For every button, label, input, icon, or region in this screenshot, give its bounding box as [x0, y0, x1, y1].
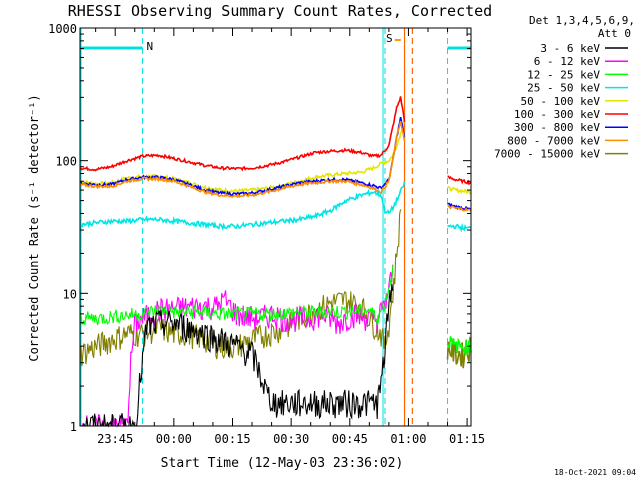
x-tick-label: 00:30	[273, 432, 309, 446]
x-tick-label: 00:15	[214, 432, 250, 446]
x-axis-ticks: 23:45 00:00 00:15 00:30 00:45 01:00 01:15	[95, 28, 485, 446]
series-post-gap-line	[447, 222, 471, 233]
chart-title: RHESSI Observing Summary Count Rates, Co…	[68, 2, 492, 20]
legend-label: 6 - 12 keV	[534, 55, 601, 68]
series-post-gap-line	[447, 204, 472, 213]
x-tick-label: 00:45	[332, 432, 368, 446]
series-group	[79, 96, 472, 429]
x-tick-label: 23:45	[97, 432, 133, 446]
series-post-gap-line	[447, 185, 472, 195]
series-line	[79, 266, 394, 327]
x-axis-label: Start Time (12-May-03 23:36:02)	[161, 456, 404, 471]
y-tick-label: 100	[55, 155, 77, 169]
series-post-gap-line	[447, 175, 472, 186]
y-tick-label: 1000	[48, 22, 77, 36]
legend-label: 800 - 7000 keV	[507, 134, 600, 147]
series-line	[80, 283, 394, 428]
detector-info-line1: Det 1,3,4,5,6,9,	[529, 14, 635, 27]
legend-label: 3 - 6 keV	[540, 42, 600, 55]
series-line	[80, 264, 394, 429]
series-line	[79, 96, 406, 172]
night-bar-label: N	[147, 40, 154, 53]
y-axis-label: Corrected Count Rate (s⁻¹ detector⁻¹)	[27, 94, 41, 361]
y-tick-label: 1	[70, 420, 77, 434]
series-post-gap-line	[446, 336, 472, 357]
x-tick-label: 00:00	[156, 432, 192, 446]
y-tick-label: 10	[63, 287, 77, 301]
legend-label: 300 - 800 keV	[514, 121, 600, 134]
x-tick-label: 01:00	[390, 432, 426, 446]
y-axis-ticks: 1 10 100 1000	[48, 22, 471, 434]
x-tick-label: 01:15	[449, 432, 485, 446]
series-line	[79, 181, 406, 232]
legend-label: 25 - 50 keV	[527, 82, 600, 95]
legend-label: 12 - 25 keV	[527, 68, 600, 81]
series-line	[79, 120, 406, 199]
legend-label: 100 - 300 keV	[514, 108, 600, 121]
generation-timestamp: 18-Oct-2021 09:04	[554, 468, 636, 477]
series-post-gap-line	[447, 202, 472, 211]
plot-frame	[79, 27, 472, 427]
flare-lines	[403, 28, 413, 426]
legend-label: 7000 - 15000 keV	[494, 148, 600, 161]
saa-bar-label: S	[386, 32, 393, 45]
night-and-saa-bars: NS	[80, 32, 471, 53]
detector-info-line2: Att 0	[598, 27, 631, 40]
legend-label: 50 - 100 keV	[521, 95, 601, 108]
